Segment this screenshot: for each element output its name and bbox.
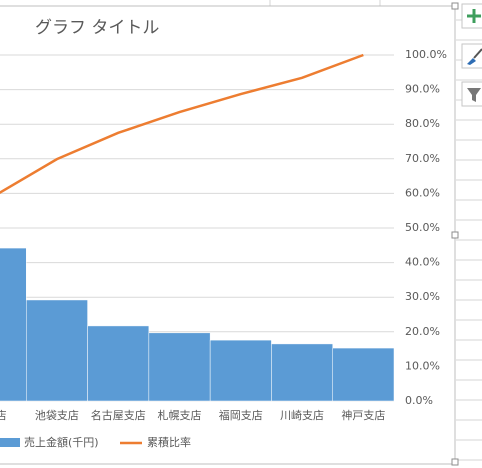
bar: [209, 339, 272, 402]
legend-label: 累積比率: [147, 435, 191, 449]
x-tick-label: 福岡支店: [219, 408, 263, 422]
bar: [271, 343, 333, 402]
x-tick-label: 札幌支店: [158, 408, 202, 422]
y2-tick-label: 60.0%: [405, 186, 440, 199]
chart-elements-button[interactable]: [461, 3, 482, 29]
y2-tick-label: 0.0%: [405, 394, 433, 407]
bar: [332, 347, 395, 402]
frame-handles: [451, 2, 459, 466]
y2-tick-label: 100.0%: [405, 48, 447, 61]
y2-tick-label: 20.0%: [405, 325, 440, 338]
bar: [87, 325, 150, 402]
y2-tick-label: 80.0%: [405, 117, 440, 130]
bar: [26, 299, 88, 402]
y2-tick-label: 10.0%: [405, 359, 440, 372]
chart-styles-button[interactable]: [461, 43, 482, 69]
y2-tick-label: 30.0%: [405, 290, 440, 303]
bar: [0, 247, 27, 402]
x-tick-label: 神戸支店: [341, 408, 385, 422]
chart-filters-button[interactable]: [461, 81, 482, 107]
y2-tick-label: 70.0%: [405, 152, 440, 165]
x-tick-label: 池袋支店: [35, 408, 79, 422]
y2-tick-label: 50.0%: [405, 221, 440, 234]
sheet-grid: [269, 0, 482, 461]
legend-swatch: [0, 438, 20, 447]
bar: [148, 332, 211, 402]
legend-label: 売上金額(千円): [24, 435, 99, 449]
x-tick-label: 支店: [0, 408, 7, 422]
x-tick-label: 川崎支店: [280, 408, 324, 422]
y2-tick-label: 90.0%: [405, 83, 440, 96]
x-tick-label: 名古屋支店: [91, 408, 146, 422]
cumulative-line: [0, 53, 364, 195]
y2-tick-label: 40.0%: [405, 256, 440, 269]
chart-title: グラフ タイトル: [35, 18, 159, 38]
plot-area: 0.0% 10.0% 20.0% 30.0% 40.0% 50.0% 60.0% 70.0% 8…: [0, 48, 447, 449]
